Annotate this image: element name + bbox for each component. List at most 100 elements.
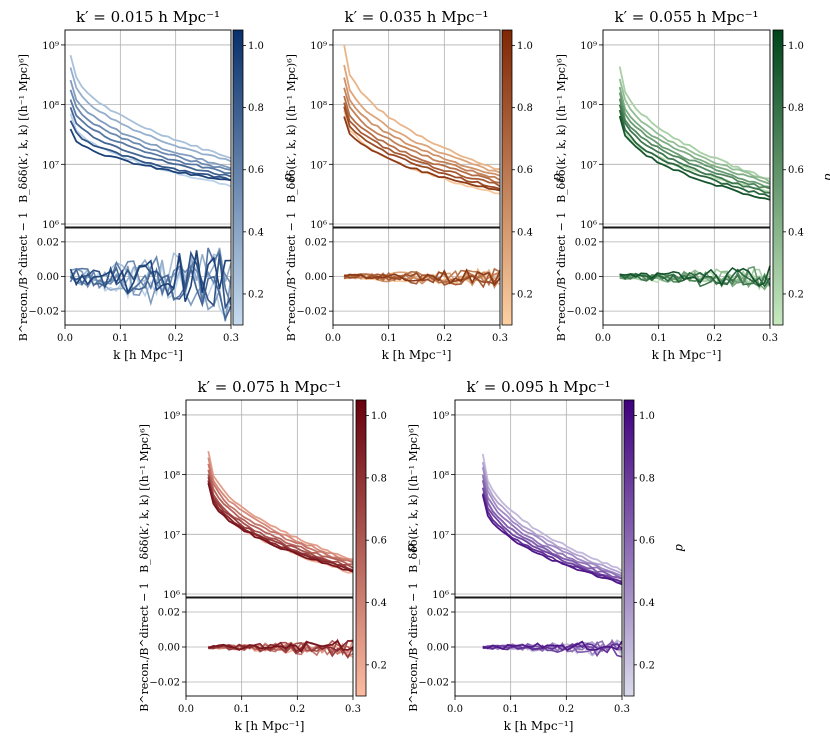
series-line-d-0.55 [207, 469, 354, 566]
colorbar-tick-label: 0.2 [639, 660, 655, 671]
series-line-d-0.85 [481, 493, 623, 584]
y-tick-label: 10⁶ [432, 590, 449, 601]
y-tick-label: 10⁷ [163, 530, 180, 541]
y-tick-label: 0.02 [158, 608, 180, 619]
colorbar [623, 399, 635, 697]
colorbar-label: d [282, 174, 296, 182]
series-line-d-0.35 [69, 67, 232, 163]
colorbar-label: d [673, 544, 687, 552]
y-tick-label: 10⁹ [310, 41, 327, 52]
series-line-d-0.25 [343, 44, 501, 171]
colorbar-tick-label: 0.6 [248, 165, 264, 176]
y-tick-label: −0.02 [149, 678, 180, 689]
colorbar-tick-label: 0.4 [639, 598, 655, 609]
colorbar-tick-label: 1.0 [788, 41, 804, 52]
x-axis-label: k [h Mpc⁻¹] [382, 348, 452, 362]
x-axis-label: k [h Mpc⁻¹] [652, 348, 722, 362]
x-tick-label: 0.3 [614, 704, 630, 715]
colorbar [355, 399, 367, 697]
x-tick-label: 0.2 [558, 704, 574, 715]
panel-4: k′ = 0.075 h Mpc⁻¹ 10⁶ 10⁷ 10⁸ 10⁹ −0.02 0.00 0… [138, 378, 419, 733]
colorbar [501, 29, 513, 326]
colorbar-tick-label: 1.0 [371, 411, 387, 422]
y-tick-label: 10⁷ [310, 160, 327, 171]
series-line-d-0.65 [69, 99, 232, 175]
colorbar-tick-label: 0.6 [639, 536, 655, 547]
x-tick-label: 0.0 [325, 333, 341, 344]
colorbar-tick-label: 1.0 [639, 411, 655, 422]
bottom-axes-frame [332, 227, 501, 326]
x-tick-label: 0.1 [381, 333, 397, 344]
series-line-d-0.55 [481, 474, 623, 579]
colorbar-tick-label: 0.4 [517, 227, 533, 238]
series-line-d-0.55 [69, 89, 232, 171]
x-tick-label: 0.0 [57, 333, 73, 344]
top-axes-frame [332, 29, 501, 228]
y-tick-label: 0.00 [158, 643, 180, 654]
series-line-d-0.75 [618, 104, 771, 194]
x-tick-label: 0.2 [289, 704, 305, 715]
y-axis-label-bottom: B^recon./B^direct − 1 [285, 212, 298, 342]
bottom-axes-frame [64, 227, 232, 326]
panel-title: k′ = 0.035 h Mpc⁻¹ [344, 8, 488, 26]
series-line-d-0.65 [343, 95, 501, 184]
series-line-d-0.85 [69, 120, 232, 182]
series-line-d-0.35 [618, 78, 771, 183]
x-tick-label: 0.0 [178, 704, 194, 715]
colorbar-tick-label: 0.2 [371, 660, 387, 671]
series-line-d-0.35 [481, 462, 623, 575]
panel-title: k′ = 0.075 h Mpc⁻¹ [197, 378, 341, 396]
y-tick-label: 10⁸ [163, 471, 180, 482]
y-tick-label: 10⁹ [163, 411, 180, 422]
colorbar-tick-label: 1.0 [517, 41, 533, 52]
y-tick-label: −0.02 [418, 678, 449, 689]
colorbar-tick-label: 0.8 [788, 103, 804, 114]
y-tick-label: 10⁶ [42, 220, 59, 231]
x-tick-label: 0.2 [436, 333, 452, 344]
series-line-d-0.95 [481, 494, 623, 586]
top-axes-frame [602, 29, 771, 228]
top-axes-frame [454, 399, 623, 598]
y-axis-label-top: B_δδδ(k′, k, k) [(h⁻¹ Mpc)⁶] [285, 54, 298, 203]
colorbar-tick-label: 0.8 [517, 103, 533, 114]
colorbar-tick-label: 0.8 [371, 473, 387, 484]
x-axis-label: k [h Mpc⁻¹] [235, 719, 305, 733]
x-tick-label: 0.1 [112, 333, 128, 344]
residual-line-d-0.95 [208, 639, 354, 654]
x-tick-label: 0.1 [503, 704, 519, 715]
series-line-d-0.95 [343, 116, 501, 192]
series-line-d-0.95 [618, 115, 771, 201]
y-axis-label-bottom: B^recon./B^direct − 1 [555, 212, 568, 342]
y-tick-label: 0.02 [427, 608, 449, 619]
x-axis-label: k [h Mpc⁻¹] [113, 348, 183, 362]
colorbar-tick-label: 0.6 [517, 165, 533, 176]
y-tick-label: 0.00 [427, 643, 449, 654]
series-line-d-0.95 [207, 482, 354, 573]
bottom-axes-frame [454, 597, 623, 697]
y-tick-label: 0.00 [305, 272, 327, 283]
series-line-d-0.85 [618, 109, 771, 198]
panel-2: k′ = 0.035 h Mpc⁻¹ 10⁶ 10⁷ 10⁸ 10⁹ −0.02 0.00 0… [285, 8, 565, 362]
y-tick-label: 0.02 [305, 237, 327, 248]
x-tick-label: 0.1 [651, 333, 667, 344]
x-tick-label: 0.2 [168, 333, 184, 344]
series-line-d-0.25 [481, 453, 623, 572]
y-axis-label-bottom: B^recon./B^direct − 1 [17, 212, 30, 342]
y-tick-label: 10⁸ [580, 101, 597, 112]
panel-title: k′ = 0.015 h Mpc⁻¹ [76, 8, 220, 26]
panel-title: k′ = 0.095 h Mpc⁻¹ [466, 378, 610, 396]
y-tick-label: 10⁷ [42, 160, 59, 171]
colorbar-tick-label: 0.4 [248, 227, 264, 238]
panel-5: k′ = 0.095 h Mpc⁻¹ 10⁶ 10⁷ 10⁸ 10⁹ −0.02 0.00 0… [407, 378, 687, 733]
series-line-d-0.55 [343, 87, 501, 181]
y-axis-label-bottom: B^recon./B^direct − 1 [138, 582, 151, 712]
y-tick-label: 0.00 [575, 272, 597, 283]
bottom-axes-frame [185, 597, 354, 697]
y-tick-label: −0.02 [296, 307, 327, 318]
x-tick-label: 0.3 [345, 704, 361, 715]
series-line-d-0.25 [618, 66, 771, 180]
y-axis-label-top: B_δδδ(k′, k, k) [(h⁻¹ Mpc)⁶] [17, 54, 30, 203]
colorbar-label: d [551, 174, 565, 182]
residual-line-d-0.85 [619, 268, 771, 288]
